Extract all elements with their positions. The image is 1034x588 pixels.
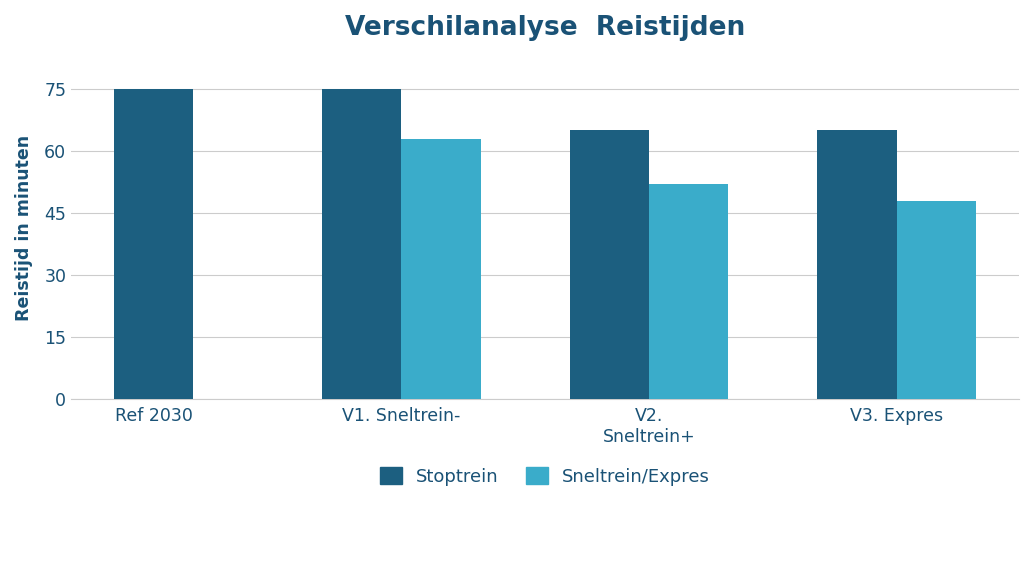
Title: Verschilanalyse  Reistijden: Verschilanalyse Reistijden	[345, 15, 746, 41]
Bar	[570, 131, 649, 399]
Y-axis label: Reistijd in minuten: Reistijd in minuten	[16, 135, 33, 320]
Bar	[649, 184, 728, 399]
Bar	[818, 131, 896, 399]
Bar	[323, 89, 401, 399]
Legend: Stoptrein, Sneltrein/Expres: Stoptrein, Sneltrein/Expres	[373, 460, 718, 493]
Bar	[114, 89, 193, 399]
Bar	[896, 201, 976, 399]
Bar	[401, 139, 481, 399]
